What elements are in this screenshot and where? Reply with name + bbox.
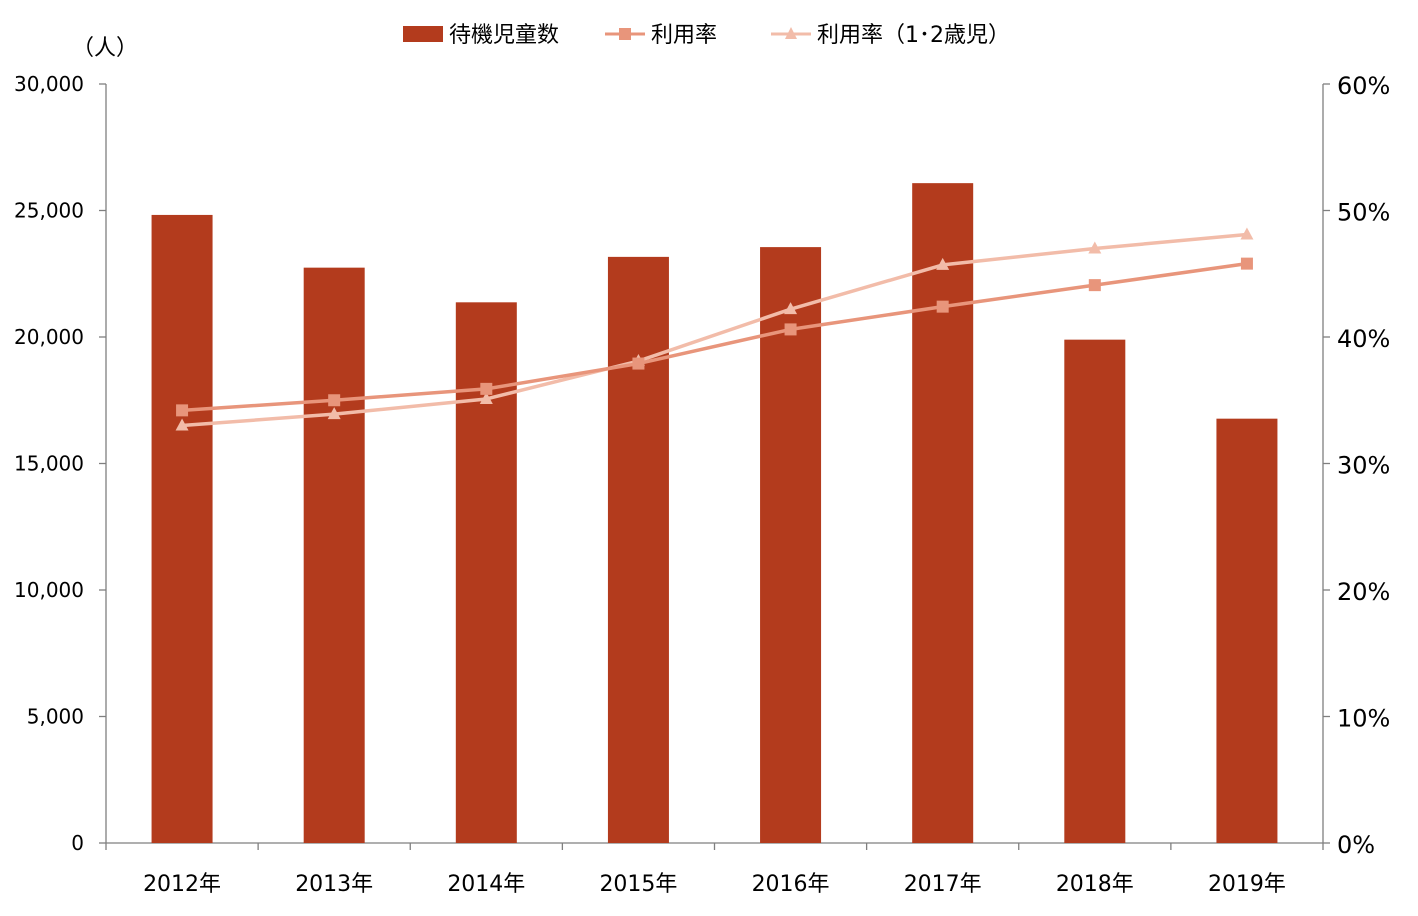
legend: 待機児童数 利用率 利用率（1･2歳児） — [403, 23, 1010, 48]
bar-waiting-children — [303, 267, 365, 843]
left-axis-tick-label: 30,000 — [14, 72, 84, 96]
left-axis-tick-label: 15,000 — [14, 452, 84, 476]
right-axis-tick-label: 20% — [1337, 578, 1390, 606]
left-axis-tick-label: 0 — [71, 831, 84, 855]
bar-waiting-children — [607, 256, 669, 844]
point-usage-rate — [480, 382, 493, 395]
line-usage-rate-age-1-2 — [181, 232, 1248, 428]
right-axis-tick-label: 40% — [1337, 325, 1390, 353]
x-axis-category-label: 2017年 — [904, 872, 982, 897]
x-axis-category-label: 2012年 — [143, 872, 221, 897]
left-axis-tick-label: 25,000 — [14, 199, 84, 223]
bar-waiting-children — [1064, 339, 1126, 843]
legend-label-usage-rate: 利用率 — [651, 23, 717, 48]
point-usage-rate — [1088, 279, 1101, 292]
bar-waiting-children — [912, 183, 974, 843]
bar-waiting-children — [1216, 418, 1278, 843]
point-usage-rate — [784, 323, 797, 336]
bar-series-waiting-children — [151, 183, 1278, 844]
x-axis-category-label: 2015年 — [599, 872, 677, 897]
legend-marker-usage-rate-age-1-2 — [785, 27, 797, 39]
right-axis-tick-label: 60% — [1337, 72, 1390, 100]
point-usage-rate — [632, 357, 645, 370]
legend-swatch-waiting-children — [403, 26, 443, 42]
legend-marker-usage-rate — [619, 28, 631, 40]
x-axis-category-label: 2018年 — [1056, 872, 1134, 897]
left-axis-unit-label: （人） — [72, 36, 138, 61]
line-series — [175, 227, 1254, 431]
x-axis-category-label: 2016年 — [752, 872, 830, 897]
line-usage-rate — [181, 261, 1248, 413]
point-usage-rate-age-1-2 — [479, 391, 493, 404]
left-axis-tick-label: 5,000 — [27, 705, 84, 729]
x-axis-category-label: 2019年 — [1208, 872, 1286, 897]
bar-waiting-children — [760, 247, 822, 843]
axes: 0 5,000 10,000 15,000 20,000 25,000 30,000 0% 10… — [14, 72, 1390, 897]
point-usage-rate-age-1-2 — [1088, 241, 1102, 254]
point-usage-rate — [1240, 257, 1253, 270]
point-usage-rate-age-1-2 — [784, 302, 798, 315]
point-usage-rate-age-1-2 — [327, 407, 341, 420]
left-axis-tick-label: 10,000 — [14, 578, 84, 602]
legend-label-usage-rate-age-1-2: 利用率（1･2歳児） — [817, 23, 1010, 48]
point-usage-rate-age-1-2 — [175, 418, 189, 431]
x-axis-category-label: 2014年 — [447, 872, 525, 897]
right-axis-tick-label: 30% — [1337, 452, 1390, 480]
x-axis-category-label: 2013年 — [295, 872, 373, 897]
point-usage-rate — [176, 404, 189, 417]
left-axis-tick-label: 20,000 — [14, 325, 84, 349]
point-usage-rate-age-1-2 — [936, 257, 950, 270]
right-axis-tick-label: 50% — [1337, 199, 1390, 227]
legend-label-waiting-children: 待機児童数 — [449, 23, 559, 48]
point-usage-rate — [936, 300, 949, 313]
right-axis-tick-label: 0% — [1337, 831, 1375, 859]
right-axis-tick-label: 10% — [1337, 705, 1390, 733]
point-usage-rate — [328, 394, 341, 407]
point-usage-rate-age-1-2 — [1240, 227, 1254, 240]
bar-waiting-children — [151, 214, 213, 844]
